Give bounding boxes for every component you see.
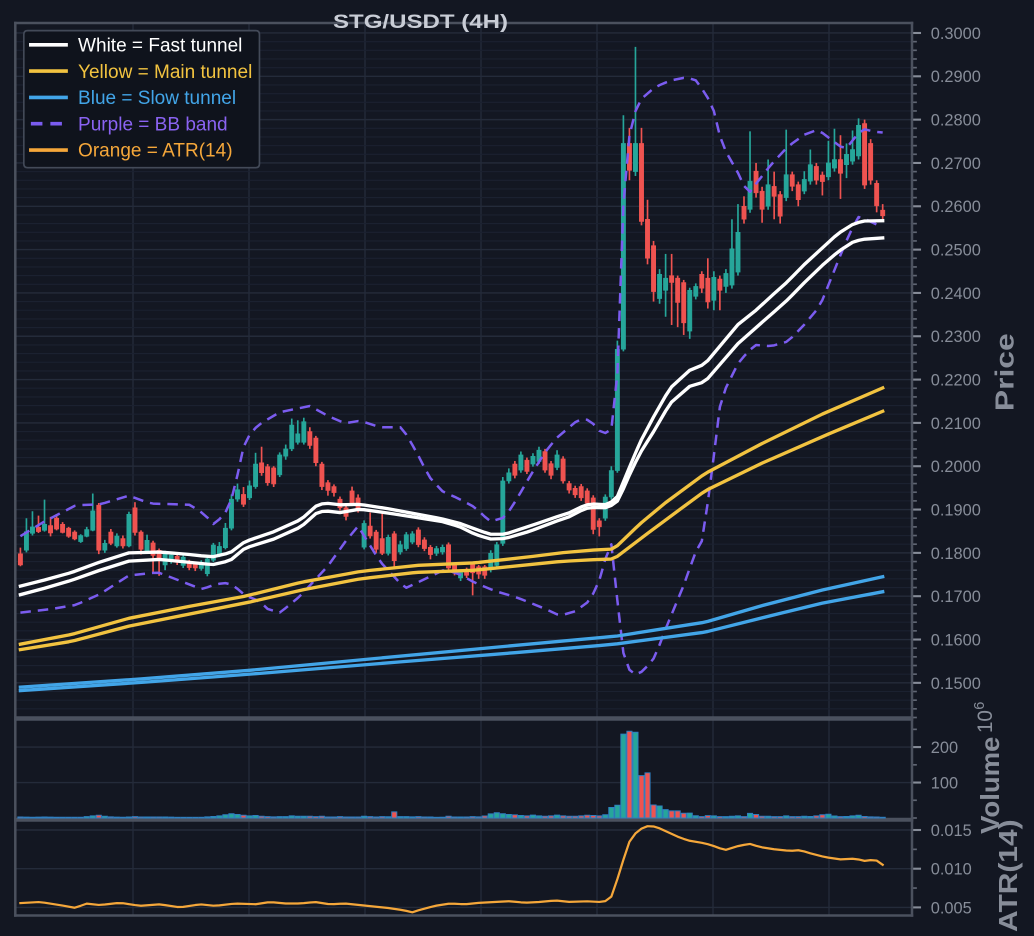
svg-text:0.1900: 0.1900 [931, 501, 981, 519]
svg-text:0.1800: 0.1800 [931, 545, 981, 563]
svg-text:0.010: 0.010 [931, 861, 972, 879]
svg-text:Purple = BB band: Purple = BB band [78, 114, 228, 135]
svg-text:STG/USDT (4H): STG/USDT (4H) [333, 12, 508, 33]
svg-text:0.1500: 0.1500 [931, 675, 981, 693]
svg-text:0.2800: 0.2800 [931, 112, 981, 130]
svg-text:Price: Price [991, 333, 1019, 411]
svg-text:Yellow = Main tunnel: Yellow = Main tunnel [78, 62, 252, 83]
svg-text:White = Fast tunnel: White = Fast tunnel [78, 35, 242, 56]
svg-text:ATR(14): ATR(14) [995, 819, 1023, 932]
svg-text:0.1700: 0.1700 [931, 588, 981, 606]
svg-text:0.2600: 0.2600 [931, 198, 981, 216]
svg-text:1 0 6: 1 0 6 [972, 702, 997, 733]
svg-text:0.2700: 0.2700 [931, 155, 981, 173]
svg-text:200: 200 [931, 739, 958, 757]
svg-text:0.2900: 0.2900 [931, 68, 981, 86]
svg-text:0.3000: 0.3000 [931, 25, 981, 43]
svg-text:Orange = ATR(14): Orange = ATR(14) [78, 141, 232, 162]
svg-text:0.1600: 0.1600 [931, 631, 981, 649]
svg-text:0.2200: 0.2200 [931, 372, 981, 390]
svg-text:0.015: 0.015 [931, 822, 972, 840]
svg-text:0.2300: 0.2300 [931, 328, 981, 346]
svg-text:100: 100 [931, 774, 958, 792]
svg-text:0.2500: 0.2500 [931, 242, 981, 260]
svg-text:0.2000: 0.2000 [931, 458, 981, 476]
svg-text:Volume: Volume [977, 737, 1005, 834]
svg-text:0.2100: 0.2100 [931, 415, 981, 433]
svg-text:0.2400: 0.2400 [931, 285, 981, 303]
svg-text:Blue = Slow tunnel: Blue = Slow tunnel [78, 88, 236, 109]
svg-text:0.005: 0.005 [931, 899, 972, 917]
